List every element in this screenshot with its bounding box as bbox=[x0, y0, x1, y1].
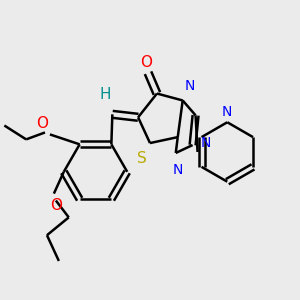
Text: N: N bbox=[222, 105, 232, 119]
Text: N: N bbox=[185, 79, 195, 92]
Text: N: N bbox=[172, 163, 183, 177]
Text: O: O bbox=[50, 198, 62, 213]
Text: O: O bbox=[36, 116, 48, 131]
Text: S: S bbox=[137, 151, 147, 166]
Text: H: H bbox=[100, 87, 111, 102]
Text: N: N bbox=[200, 136, 211, 150]
Text: O: O bbox=[140, 55, 152, 70]
